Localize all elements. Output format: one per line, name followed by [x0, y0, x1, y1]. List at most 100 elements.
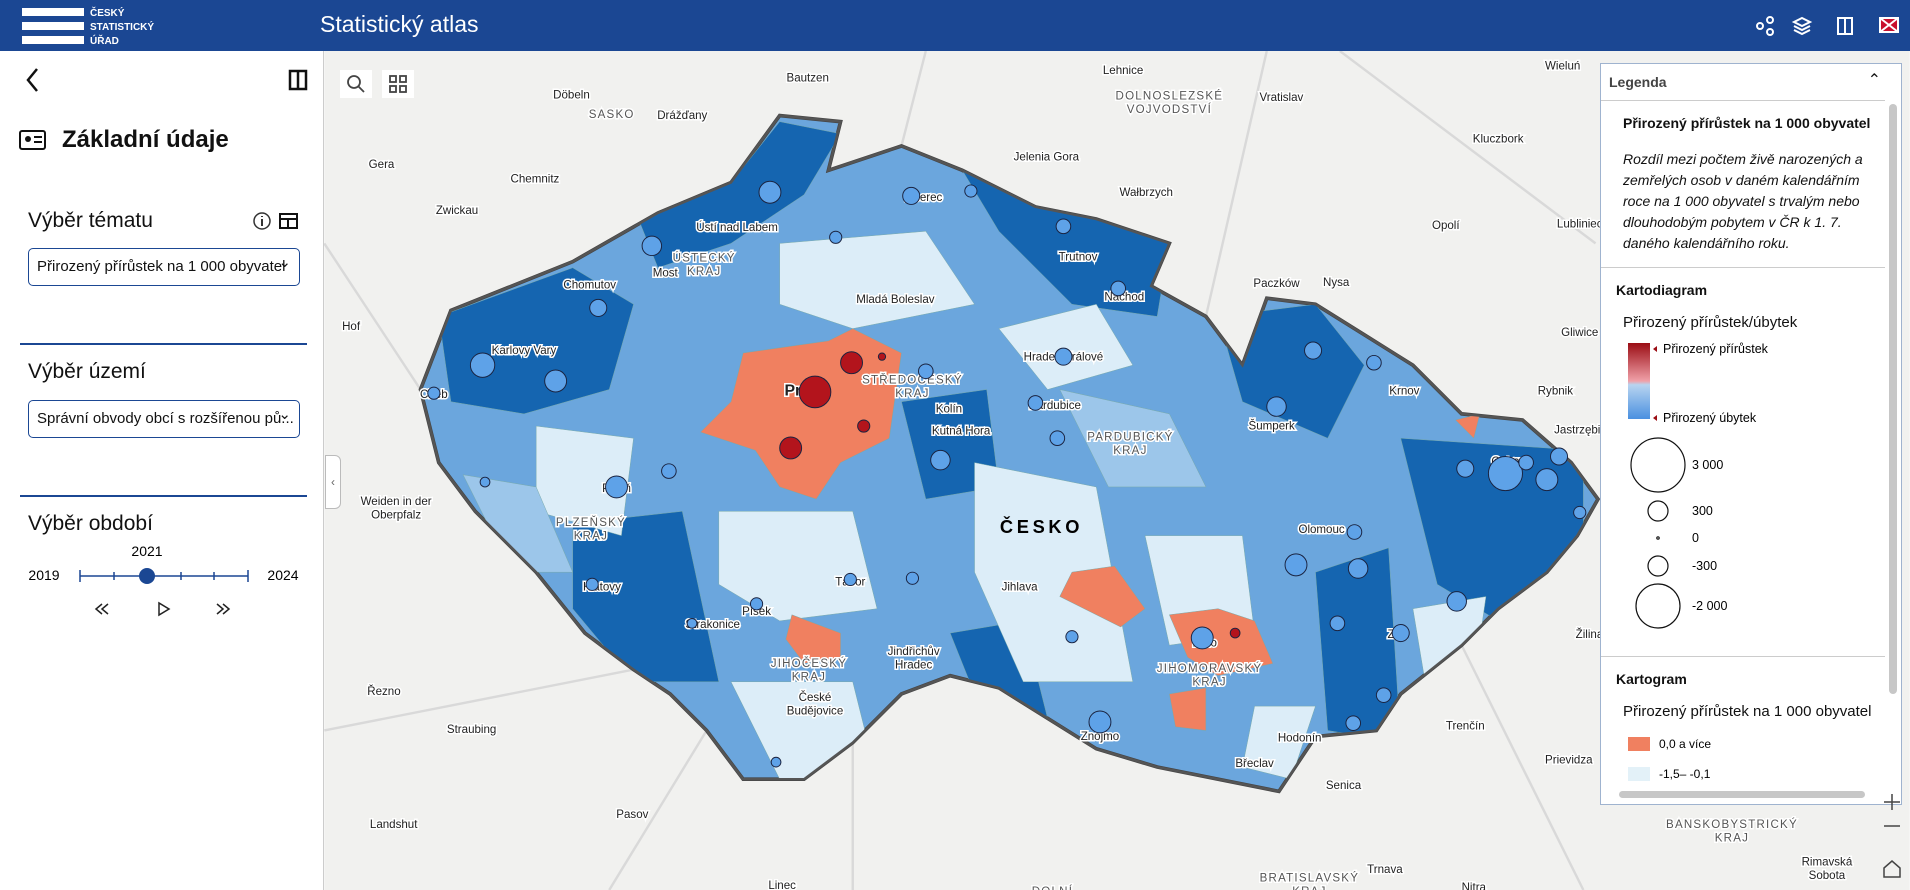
- place-label: JIHOMORAVSKÝ: [1157, 662, 1263, 675]
- legend-description: Rozdíl mezi počtem živě narozených a zem…: [1623, 151, 1863, 251]
- class-symbols: 0,0 a více -1,5– -0,1: [1628, 737, 1711, 781]
- place-label: Olomouc: [1298, 524, 1344, 536]
- panel-toggle[interactable]: [288, 69, 308, 91]
- legend-title: Legenda: [1609, 74, 1667, 90]
- share-button[interactable]: [1756, 16, 1774, 36]
- home-button[interactable]: [1883, 860, 1901, 878]
- region: [998, 304, 1134, 390]
- proportional-circle: [1027, 395, 1044, 411]
- region: [438, 267, 634, 415]
- collapse-handle[interactable]: ‹: [325, 455, 341, 509]
- divider: [1601, 100, 1885, 101]
- place-label: Šumperk: [1249, 420, 1295, 433]
- sidebar-icons: [26, 68, 308, 92]
- place-label: Nysa: [1323, 277, 1350, 289]
- place-label: Drážďany: [657, 110, 707, 122]
- proportional-circle: [1550, 447, 1569, 466]
- place-label: KRAJ: [574, 530, 608, 542]
- proportional-circle: [779, 436, 803, 460]
- proportional-circle: [661, 463, 677, 479]
- current-year: 2021: [131, 545, 162, 559]
- place-label: Jihlava: [1002, 581, 1039, 593]
- region: [1059, 565, 1146, 628]
- place-label: Břeclav: [1235, 758, 1274, 770]
- book-button[interactable]: [1837, 17, 1853, 35]
- place-label: Lubliniec: [1557, 219, 1603, 231]
- end-year: 2024: [267, 567, 298, 583]
- country-label: ČESKO: [1000, 516, 1083, 537]
- info-button[interactable]: [253, 212, 271, 230]
- logo-text: ČESKÝ: [90, 6, 125, 19]
- proportional-circle: [1346, 524, 1363, 540]
- proportional-circle: [1347, 558, 1369, 579]
- back-button[interactable]: [26, 68, 38, 92]
- legend-indicator: Přirozený přírůstek na 1 000 obyvatel: [1623, 115, 1871, 131]
- place-label: Jindřichův: [888, 646, 940, 658]
- region: [1059, 389, 1207, 488]
- select-button[interactable]: [389, 75, 407, 93]
- place-label: Strakonice: [685, 619, 740, 631]
- table-button[interactable]: [279, 213, 298, 229]
- legend-collapse[interactable]: ⌃: [1867, 72, 1881, 89]
- proportional-circle: [1049, 430, 1066, 447]
- place-label: Senica: [1326, 780, 1362, 792]
- search-button[interactable]: [347, 75, 361, 89]
- sidebar-heading: Základní údaje: [62, 126, 229, 153]
- proportional-circle: [1329, 615, 1346, 632]
- header: ČESKÝ STATISTICKÝ ÚŘAD Statistický atlas: [0, 0, 1910, 51]
- logo[interactable]: ČESKÝ STATISTICKÝ ÚŘAD: [18, 4, 168, 48]
- place-label: Gliwice: [1561, 327, 1598, 339]
- layers-button[interactable]: [1791, 16, 1813, 36]
- zoom-in[interactable]: [1884, 794, 1900, 810]
- section-subtitle: Přirozený přírůstek na 1 000 obyvatel: [1623, 703, 1872, 720]
- place-label: PARDUBICKÝ: [1087, 431, 1173, 444]
- place-label: KRAJ: [792, 672, 826, 684]
- theme-select[interactable]: Přirozený přírůstek na 1 000 obyvatel: [28, 248, 300, 286]
- place-label: Wałbrzych: [1119, 187, 1172, 199]
- place-label: Kluczbork: [1473, 133, 1524, 145]
- proportional-circle: [1391, 624, 1410, 643]
- proportional-circle: [829, 230, 843, 244]
- proportional-circle: [544, 369, 568, 393]
- proportional-circle: [1366, 354, 1382, 371]
- proportional-circle: [877, 352, 887, 361]
- language-button[interactable]: [1879, 17, 1899, 33]
- place-label: Písek: [742, 606, 771, 618]
- place-label: Weiden in der: [361, 496, 432, 508]
- place-label: Žilina: [1576, 628, 1604, 641]
- area-select[interactable]: Správní obvody obcí s rozšířenou pů...: [28, 400, 300, 438]
- region: [1217, 304, 1365, 439]
- place-label: Wieluń: [1545, 60, 1580, 72]
- place-label: České: [799, 691, 832, 704]
- place-label: Vratislav: [1259, 92, 1303, 104]
- proportional-circle: [1487, 456, 1523, 492]
- place-label: Trenčín: [1446, 720, 1485, 732]
- place-label: STŘEDOČESKÝ: [862, 373, 963, 386]
- size-label: 300: [1692, 504, 1713, 518]
- scrollbar[interactable]: [1889, 104, 1897, 694]
- class-label: -1,5– -0,1: [1659, 767, 1711, 781]
- size-label: 3 000: [1692, 458, 1723, 472]
- slider-knob[interactable]: [139, 568, 155, 584]
- play-button[interactable]: [158, 601, 171, 617]
- region: [1455, 413, 1481, 439]
- scrollbar[interactable]: [1619, 791, 1865, 798]
- proportional-circle: [770, 756, 782, 768]
- place-label: Pasov: [616, 809, 648, 821]
- section-label: Výběr území: [28, 360, 146, 383]
- place-label: Trnava: [1367, 864, 1403, 876]
- proportional-circle: [905, 571, 920, 585]
- region: [1169, 608, 1274, 676]
- proportional-circle: [1055, 218, 1072, 235]
- proportional-circle: [479, 476, 491, 488]
- prev-button[interactable]: [94, 603, 109, 615]
- place-label: Kutná Hora: [932, 426, 991, 438]
- next-button[interactable]: [216, 603, 231, 615]
- proportional-circle: [1446, 591, 1467, 612]
- place-label: Hradec: [895, 659, 932, 671]
- place-label: Döbeln: [553, 89, 590, 101]
- proportional-circle: [749, 597, 764, 611]
- place-label: Kolín: [936, 404, 962, 416]
- place-label: BRATISLAVSKÝ: [1260, 871, 1360, 884]
